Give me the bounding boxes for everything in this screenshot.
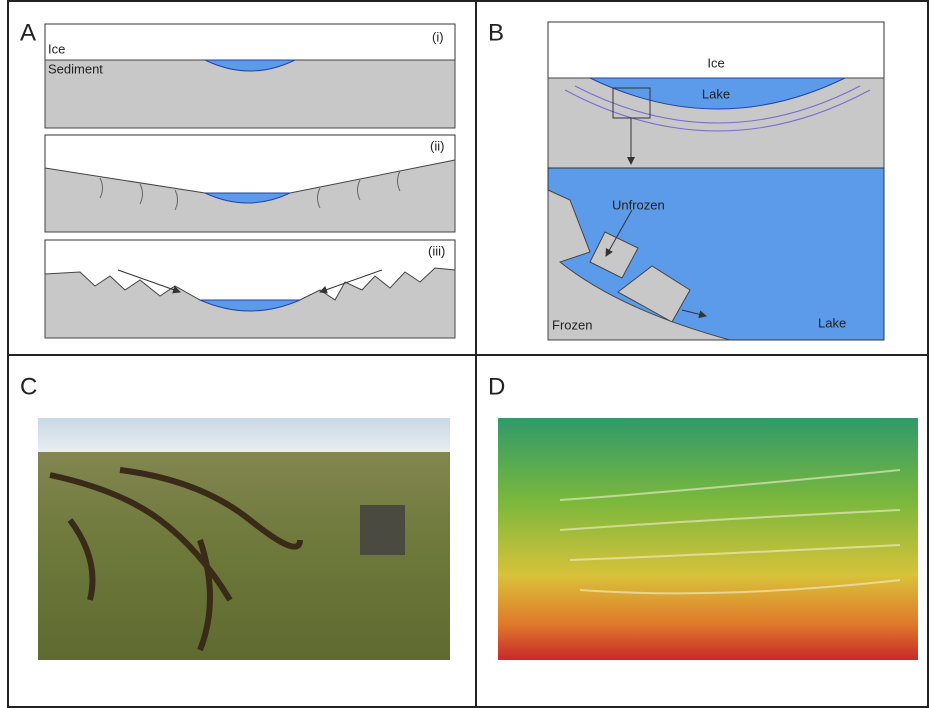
frozen-label: Frozen	[552, 317, 592, 332]
lake-label: Lake	[818, 315, 846, 330]
shaded-relief-image	[498, 418, 918, 660]
lake-cross-section: Ice Lake	[548, 22, 884, 168]
panel-label: C	[20, 373, 37, 400]
stage-i: Ice Sediment (i)	[45, 24, 455, 128]
stage-label: (iii)	[428, 243, 445, 258]
field-photo	[38, 418, 450, 660]
figure: A Ice Sediment (i) (ii) (iii) B Ice Lake	[0, 0, 932, 708]
panel-label: D	[488, 373, 505, 400]
sediment-label: Sediment	[48, 61, 103, 76]
stage-label: (ii)	[430, 138, 444, 153]
unfrozen-label: Unfrozen	[612, 197, 665, 212]
stage-iii: (iii)	[45, 240, 455, 338]
ice-label: Ice	[48, 41, 65, 56]
detail-view: Unfrozen Frozen Lake	[548, 168, 884, 340]
panel-label: B	[488, 19, 504, 46]
ice-label: Ice	[707, 55, 724, 70]
lake-label: Lake	[702, 86, 730, 101]
panel-label: A	[20, 19, 36, 46]
stage-label: (i)	[432, 29, 444, 44]
stage-ii: (ii)	[45, 135, 455, 232]
